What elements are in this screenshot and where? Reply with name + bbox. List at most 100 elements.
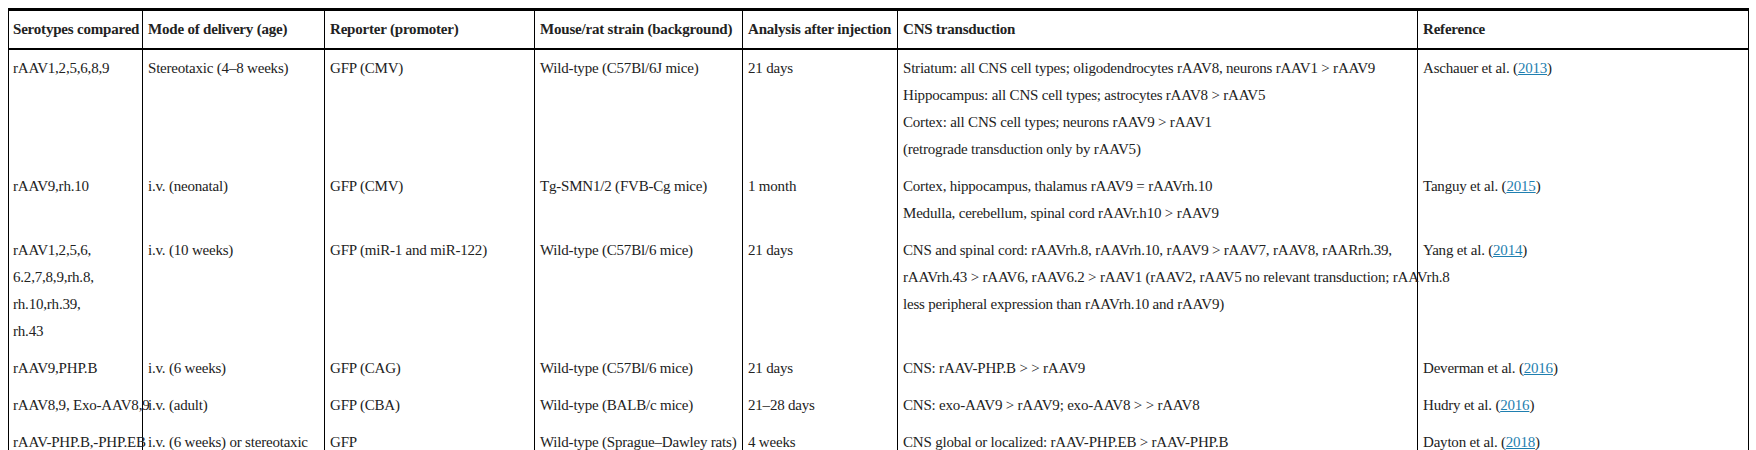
serotype-comparison-table: Serotypes compared Mode of delivery (age… — [8, 8, 1749, 450]
reference-citation: Tanguy et al. (2015) — [1423, 173, 1743, 200]
table-row: rAAV1,2,5,6,6.2,7,8,9,rh.8,rh.10,rh.39,r… — [9, 232, 1749, 350]
reference-citation: Dayton et al. (2018) — [1423, 429, 1743, 450]
reference-year-link[interactable]: 2018 — [1506, 434, 1535, 450]
reference-paren-text: ) — [1547, 60, 1552, 76]
cell-text-line: Stereotaxic (4–8 weeks) — [148, 55, 319, 82]
serotype-comparison-table-container: Serotypes compared Mode of delivery (age… — [0, 0, 1756, 450]
reference-citation: Yang et al. (2014) — [1423, 237, 1743, 264]
cell-text-line: GFP — [330, 429, 529, 450]
cell-text-line: rAAVrh.43 > rAAV6, rAAV6.2 > rAAV1 (rAAV… — [903, 264, 1412, 291]
cell-reference: Hudry et al. (2016) — [1418, 387, 1749, 424]
table-row: rAAV1,2,5,6,8,9 Stereotaxic (4–8 weeks) GF… — [9, 49, 1749, 168]
header-row: Serotypes compared Mode of delivery (age… — [9, 10, 1749, 50]
reference-year-link[interactable]: 2016 — [1524, 360, 1553, 376]
reference-paren-text: ) — [1535, 434, 1540, 450]
cell-analysis: 21 days — [743, 350, 898, 387]
reference-author-text: Deverman et al. ( — [1423, 360, 1524, 376]
reference-author-text: Dayton et al. ( — [1423, 434, 1506, 450]
cell-delivery: i.v. (6 weeks) or stereotaxic — [143, 424, 325, 450]
cell-serotypes: rAAV8,9, Exo-AAV8,9 — [9, 387, 143, 424]
cell-text-line: Hippocampus: all CNS cell types; astrocy… — [903, 82, 1412, 109]
cell-text-line: CNS: exo-AAV9 > rAAV9; exo-AAV8 > > rAAV… — [903, 392, 1412, 419]
column-header-cns-transduction: CNS transduction — [898, 10, 1418, 50]
cell-text-line: Striatum: all CNS cell types; oligodendr… — [903, 55, 1412, 82]
cell-text-line: rAAV1,2,5,6,8,9 — [13, 55, 137, 82]
reference-paren-text: ) — [1553, 360, 1558, 376]
cell-text-line: Cortex, hippocampus, thalamus rAAV9 = rA… — [903, 173, 1412, 200]
reference-citation: Aschauer et al. (2013) — [1423, 55, 1743, 82]
cell-reporter: GFP (CBA) — [325, 387, 535, 424]
cell-text-line: 4 weeks — [748, 429, 892, 450]
reference-citation: Hudry et al. (2016) — [1423, 392, 1743, 419]
reference-year-link[interactable]: 2016 — [1500, 397, 1529, 413]
cell-reporter: GFP (CAG) — [325, 350, 535, 387]
reference-year-link[interactable]: 2013 — [1518, 60, 1547, 76]
cell-text-line: 6.2,7,8,9,rh.8, — [13, 264, 137, 291]
cell-cns-transduction: CNS: rAAV-PHP.B > > rAAV9 — [898, 350, 1418, 387]
cell-reporter: GFP — [325, 424, 535, 450]
cell-cns-transduction: CNS and spinal cord: rAAVrh.8, rAAVrh.10… — [898, 232, 1418, 350]
table-body: rAAV1,2,5,6,8,9 Stereotaxic (4–8 weeks) GF… — [9, 49, 1749, 450]
cell-text-line: Tg-SMN1/2 (FVB-Cg mice) — [540, 173, 737, 200]
column-header-serotypes: Serotypes compared — [9, 10, 143, 50]
cell-text-line: CNS and spinal cord: rAAVrh.8, rAAVrh.10… — [903, 237, 1412, 264]
cell-reference: Deverman et al. (2016) — [1418, 350, 1749, 387]
cell-reference: Yang et al. (2014) — [1418, 232, 1749, 350]
cell-text-line: (retrograde transduction only by rAAV5) — [903, 136, 1412, 163]
cell-text-line: GFP (CMV) — [330, 173, 529, 200]
cell-text-line: i.v. (6 weeks) — [148, 355, 319, 382]
cell-text-line: 1 month — [748, 173, 892, 200]
cell-delivery: i.v. (neonatal) — [143, 168, 325, 232]
table-row: rAAV9,PHP.B i.v. (6 weeks) GFP (CAG) Wild-t… — [9, 350, 1749, 387]
cell-strain: Wild-type (Sprague–Dawley rats) — [535, 424, 743, 450]
table-row: rAAV-PHP.B,-PHP.EB i.v. (6 weeks) or ster… — [9, 424, 1749, 450]
cell-delivery: i.v. (6 weeks) — [143, 350, 325, 387]
cell-strain: Wild-type (C57Bl/6 mice) — [535, 350, 743, 387]
cell-serotypes: rAAV9,rh.10 — [9, 168, 143, 232]
column-header-strain: Mouse/rat strain (background) — [535, 10, 743, 50]
cell-cns-transduction: Striatum: all CNS cell types; oligodendr… — [898, 49, 1418, 168]
cell-text-line: 21 days — [748, 237, 892, 264]
column-header-reporter: Reporter (promoter) — [325, 10, 535, 50]
cell-reporter: GFP (CMV) — [325, 49, 535, 168]
cell-text-line: GFP (CBA) — [330, 392, 529, 419]
cell-serotypes: rAAV1,2,5,6,6.2,7,8,9,rh.8,rh.10,rh.39,r… — [9, 232, 143, 350]
cell-text-line: Medulla, cerebellum, spinal cord rAAVr.h… — [903, 200, 1412, 227]
column-header-analysis: Analysis after injection — [743, 10, 898, 50]
reference-paren-text: ) — [1536, 178, 1541, 194]
reference-year-link[interactable]: 2014 — [1493, 242, 1522, 258]
cell-text-line: rAAV8,9, Exo-AAV8,9 — [13, 392, 137, 419]
cell-strain: Wild-type (C57Bl/6J mice) — [535, 49, 743, 168]
cell-serotypes: rAAV9,PHP.B — [9, 350, 143, 387]
cell-cns-transduction: Cortex, hippocampus, thalamus rAAV9 = rA… — [898, 168, 1418, 232]
cell-text-line: Wild-type (C57Bl/6 mice) — [540, 355, 737, 382]
cell-text-line: GFP (CMV) — [330, 55, 529, 82]
cell-text-line: less peripheral expression than rAAVrh.1… — [903, 291, 1412, 318]
cell-text-line: i.v. (10 weeks) — [148, 237, 319, 264]
reference-paren-text: ) — [1529, 397, 1534, 413]
cell-text-line: i.v. (neonatal) — [148, 173, 319, 200]
reference-author-text: Yang et al. ( — [1423, 242, 1493, 258]
cell-text-line: rAAV-PHP.B,-PHP.EB — [13, 429, 137, 450]
table-row: rAAV8,9, Exo-AAV8,9 i.v. (adult) GFP (CBA)… — [9, 387, 1749, 424]
cell-delivery: Stereotaxic (4–8 weeks) — [143, 49, 325, 168]
cell-strain: Tg-SMN1/2 (FVB-Cg mice) — [535, 168, 743, 232]
cell-text-line: 21–28 days — [748, 392, 892, 419]
cell-reference: Dayton et al. (2018) — [1418, 424, 1749, 450]
reference-year-link[interactable]: 2015 — [1506, 178, 1535, 194]
table-header: Serotypes compared Mode of delivery (age… — [9, 10, 1749, 50]
cell-analysis: 21 days — [743, 49, 898, 168]
cell-cns-transduction: CNS: exo-AAV9 > rAAV9; exo-AAV8 > > rAAV… — [898, 387, 1418, 424]
cell-reference: Tanguy et al. (2015) — [1418, 168, 1749, 232]
cell-text-line: Wild-type (BALB/c mice) — [540, 392, 737, 419]
cell-strain: Wild-type (C57Bl/6 mice) — [535, 232, 743, 350]
table-row: rAAV9,rh.10i.v. (neonatal) GFP (CMV) Tg-SM… — [9, 168, 1749, 232]
cell-text-line: Wild-type (C57Bl/6J mice) — [540, 55, 737, 82]
cell-text-line: 21 days — [748, 355, 892, 382]
cell-text-line: i.v. (adult) — [148, 392, 319, 419]
cell-text-line: GFP (CAG) — [330, 355, 529, 382]
cell-text-line: 21 days — [748, 55, 892, 82]
reference-citation: Deverman et al. (2016) — [1423, 355, 1743, 382]
cell-cns-transduction: CNS global or localized: rAAV-PHP.EB > r… — [898, 424, 1418, 450]
cell-text-line: rAAV9,PHP.B — [13, 355, 137, 382]
